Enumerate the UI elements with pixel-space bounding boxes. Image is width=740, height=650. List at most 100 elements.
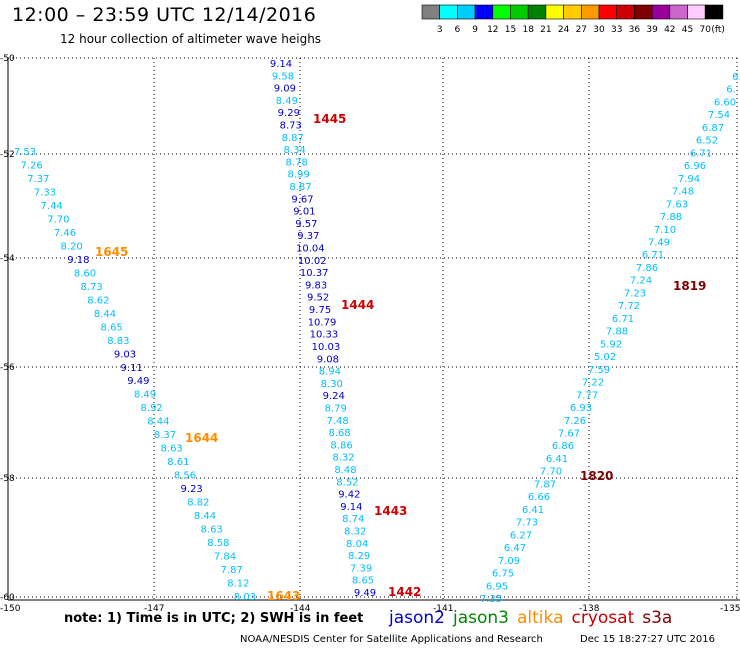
swh-value: 9.49 [127,376,149,387]
pass-time-label: 1442 [388,585,421,599]
swh-value: 7.09 [498,556,520,567]
swh-value: 8.49 [276,96,298,107]
lon-tick-label: -138 [579,604,600,614]
credit-line: NOAA/NESDIS Center for Satellite Applica… [240,634,543,645]
pass-time-label: 1444 [341,298,374,312]
swh-value: 9.57 [295,219,317,230]
swh-value: 7.26 [21,160,43,171]
swh-value: 8.79 [325,403,347,414]
swh-value: 8.37 [154,430,176,441]
swh-value: 9.01 [293,207,315,218]
swh-value: 8.34 [284,145,306,156]
lat-tick-label: -52 [0,150,15,160]
swh-value: 8.30 [321,379,343,390]
color-scale-label: 42 [664,25,675,35]
swh-value: 7.35 [480,594,502,605]
legend-item-jason2: jason2 [389,608,445,628]
legend-item-altika: altika [517,608,564,628]
pass-time-label: 1820 [580,469,613,483]
swh-value: 7.87 [534,479,556,490]
swh-value: 8.82 [187,498,209,509]
swh-value: 8.68 [328,428,350,439]
swh-value: 7.26 [564,416,586,427]
satellite-legend: jason2 jason3 altika cryosat s3a [389,608,680,628]
color-scale-bar: 3 6 9 12 15 18 21 24 27 30 33 36 39 42 45 70 (ft) [421,4,725,35]
color-scale-label: 27 [576,25,587,35]
pass-time-label: 1445 [313,112,346,126]
swh-value: 9.18 [67,255,89,266]
swh-value: 8.44 [194,511,216,522]
swh-value: 8.61 [167,457,189,468]
swh-value: 9.75 [309,305,331,316]
swh-value: 6.52 [696,136,718,147]
swh-value: 10.33 [310,330,339,341]
swh-value: 8.73 [81,282,103,293]
color-scale-label: 12 [487,25,498,35]
swh-value: 7.33 [34,187,56,198]
color-scale-label: 36 [629,25,641,35]
color-scale-label: 3 [437,25,443,35]
swh-value: 8.92 [141,403,163,414]
swh-value: 6.75 [492,569,514,580]
lon-tick-label: -150 [0,604,21,614]
swh-value: 8.03 [234,592,256,603]
swh-value: 9.23 [181,484,203,495]
lon-tick-label: -135 [720,604,740,614]
swh-value: 7.49 [648,238,670,249]
swh-value: 7.37 [27,174,49,185]
legend-item-s3a: s3a [642,608,673,628]
swh-value: 8.74 [342,514,364,525]
swh-value: 6.86 [552,441,574,452]
color-scale-label: 21 [540,25,551,35]
swh-value: 8.63 [201,525,223,536]
swh-value: 7.39 [350,563,372,574]
color-scale-label: 24 [558,25,570,35]
swh-value: 6.41 [546,454,568,465]
swh-value: 8.62 [87,295,109,306]
swh-value: 6.66 [528,492,550,503]
swh-value: 6.47 [504,543,526,554]
swh-value: 7.59 [588,365,610,376]
lon-tick-label: -141 [433,604,453,614]
swh-value: 7.88 [606,327,628,338]
swh-value: 8.32 [332,453,354,464]
swh-value: 6.27 [510,530,532,541]
swh-value: 8.52 [336,477,358,488]
swh-value: 8.49 [134,390,156,401]
lat-tick-label: -54 [0,254,15,264]
swh-value: 7.44 [41,201,63,212]
swh-value: 7.94 [678,174,700,185]
color-scale-label: 30 [593,25,605,35]
swh-value: 7.53 [14,147,36,158]
swh-value: 10.03 [312,342,341,353]
swh-value: 7.63 [666,199,688,210]
color-scale-label: 33 [611,25,622,35]
legend-item-cryosat: cryosat [571,608,635,628]
swh-value: 9.14 [270,59,292,70]
swh-value: 8.29 [348,551,370,562]
page-subtitle: 12 hour collection of altimeter wave hei… [60,32,322,46]
swh-value: 8.87 [282,133,304,144]
swh-value: 7.73 [516,518,538,529]
swh-value: 6.71 [642,250,664,261]
color-scale-unit: (ft) [711,25,725,35]
swh-value: 8.32 [344,526,366,537]
swh-value: 9.11 [121,363,143,374]
swh-value: 7.84 [214,552,236,563]
swh-value: 10.37 [300,268,329,279]
legend-item-jason3: jason3 [453,608,509,628]
swh-value: 7.70 [47,214,69,225]
swh-value: 6.41 [522,505,544,516]
swh-value: 7.77 [576,390,598,401]
swh-value: 8.60 [74,268,96,279]
swh-value: 8.48 [334,465,356,476]
lat-tick-label: -50 [0,54,15,64]
swh-value: 9.49 [354,588,376,599]
swh-value: 9.37 [297,231,319,242]
color-scale-label: 9 [472,25,478,35]
swh-value: 8.65 [352,576,374,587]
swh-value: 8.78 [285,157,307,168]
swh-value: 9.09 [274,84,296,95]
color-scale-label: 45 [682,25,693,35]
pass-time-label: 1645 [95,245,128,259]
